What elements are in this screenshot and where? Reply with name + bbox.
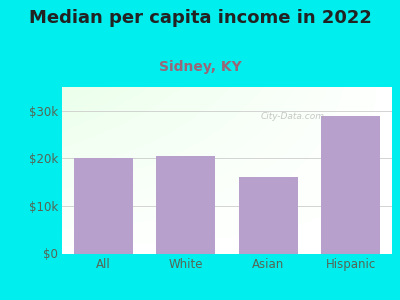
Bar: [74, 158, 133, 254]
Bar: [321, 116, 380, 254]
Text: Median per capita income in 2022: Median per capita income in 2022: [28, 9, 372, 27]
Text: Sidney, KY: Sidney, KY: [159, 60, 241, 74]
Text: City-Data.com: City-Data.com: [261, 112, 325, 122]
Bar: [238, 177, 298, 254]
Bar: [156, 156, 216, 254]
